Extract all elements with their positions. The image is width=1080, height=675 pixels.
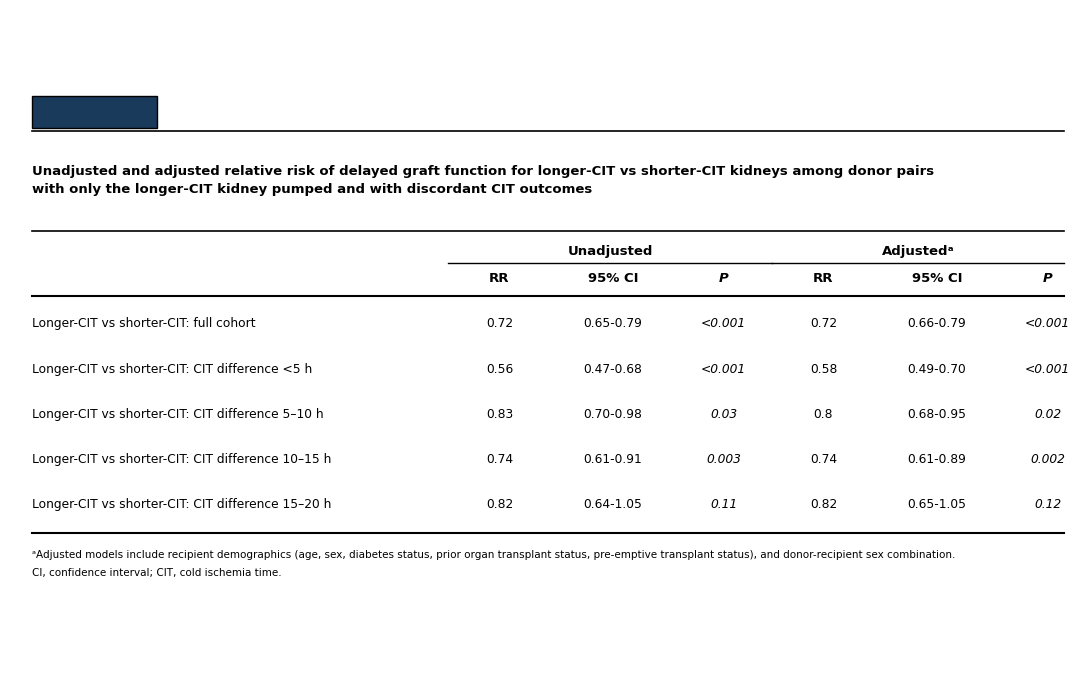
Text: 0.82: 0.82 <box>486 498 513 511</box>
Text: 0.68-0.95: 0.68-0.95 <box>907 408 967 421</box>
Text: 0.74: 0.74 <box>486 453 513 466</box>
Text: 0.61-0.89: 0.61-0.89 <box>907 453 967 466</box>
Text: P: P <box>1042 271 1053 285</box>
Text: Unadjusted and adjusted relative risk of delayed graft function for longer-CIT v: Unadjusted and adjusted relative risk of… <box>32 165 934 196</box>
Text: P: P <box>718 271 729 285</box>
Text: Longer-CIT vs shorter-CIT: CIT difference 10–15 h: Longer-CIT vs shorter-CIT: CIT differenc… <box>32 453 332 466</box>
Text: 0.70-0.98: 0.70-0.98 <box>583 408 643 421</box>
Text: <0.001: <0.001 <box>1025 317 1070 330</box>
Text: 0.003: 0.003 <box>706 453 741 466</box>
Text: <0.001: <0.001 <box>1025 362 1070 375</box>
Text: Longer-CIT vs shorter-CIT: full cohort: Longer-CIT vs shorter-CIT: full cohort <box>32 317 256 330</box>
Text: 0.61-0.91: 0.61-0.91 <box>583 453 643 466</box>
Text: 0.02: 0.02 <box>1034 408 1062 421</box>
Text: <0.001: <0.001 <box>701 362 746 375</box>
Text: RR: RR <box>489 271 510 285</box>
Text: 0.66-0.79: 0.66-0.79 <box>907 317 967 330</box>
Text: 0.72: 0.72 <box>810 317 837 330</box>
Text: 0.72: 0.72 <box>486 317 513 330</box>
Text: 0.82: 0.82 <box>810 498 837 511</box>
Text: 0.83: 0.83 <box>486 408 513 421</box>
Text: 0.11: 0.11 <box>710 498 738 511</box>
Text: Longer-CIT vs shorter-CIT: CIT difference <5 h: Longer-CIT vs shorter-CIT: CIT differenc… <box>32 362 312 375</box>
Text: 0.12: 0.12 <box>1034 498 1062 511</box>
Text: Longer-CIT vs shorter-CIT: CIT difference 5–10 h: Longer-CIT vs shorter-CIT: CIT differenc… <box>32 408 324 421</box>
Text: 0.74: 0.74 <box>810 453 837 466</box>
Text: 0.64-1.05: 0.64-1.05 <box>583 498 643 511</box>
Text: Longer-CIT vs shorter-CIT: CIT difference 15–20 h: Longer-CIT vs shorter-CIT: CIT differenc… <box>32 498 332 511</box>
Text: 0.002: 0.002 <box>1030 453 1065 466</box>
Text: CI, confidence interval; CIT, cold ischemia time.: CI, confidence interval; CIT, cold ische… <box>32 568 282 578</box>
Text: 95% CI: 95% CI <box>912 271 962 285</box>
Text: ᵃAdjusted models include recipient demographics (age, sex, diabetes status, prio: ᵃAdjusted models include recipient demog… <box>32 550 956 560</box>
Text: 0.56: 0.56 <box>486 362 513 375</box>
Text: 0.65-1.05: 0.65-1.05 <box>907 498 967 511</box>
Text: 0.47-0.68: 0.47-0.68 <box>583 362 643 375</box>
Text: 95% CI: 95% CI <box>588 271 638 285</box>
Text: <0.001: <0.001 <box>701 317 746 330</box>
Text: 0.8: 0.8 <box>813 408 834 421</box>
Text: 0.65-0.79: 0.65-0.79 <box>583 317 643 330</box>
Text: RR: RR <box>813 271 834 285</box>
Text: 0.03: 0.03 <box>710 408 738 421</box>
Text: Adjustedᵃ: Adjustedᵃ <box>881 244 955 258</box>
Text: 0.49-0.70: 0.49-0.70 <box>907 362 967 375</box>
Text: Unadjusted: Unadjusted <box>567 244 653 258</box>
Text: 0.58: 0.58 <box>810 362 837 375</box>
Text: TABLE 4.: TABLE 4. <box>58 105 131 119</box>
